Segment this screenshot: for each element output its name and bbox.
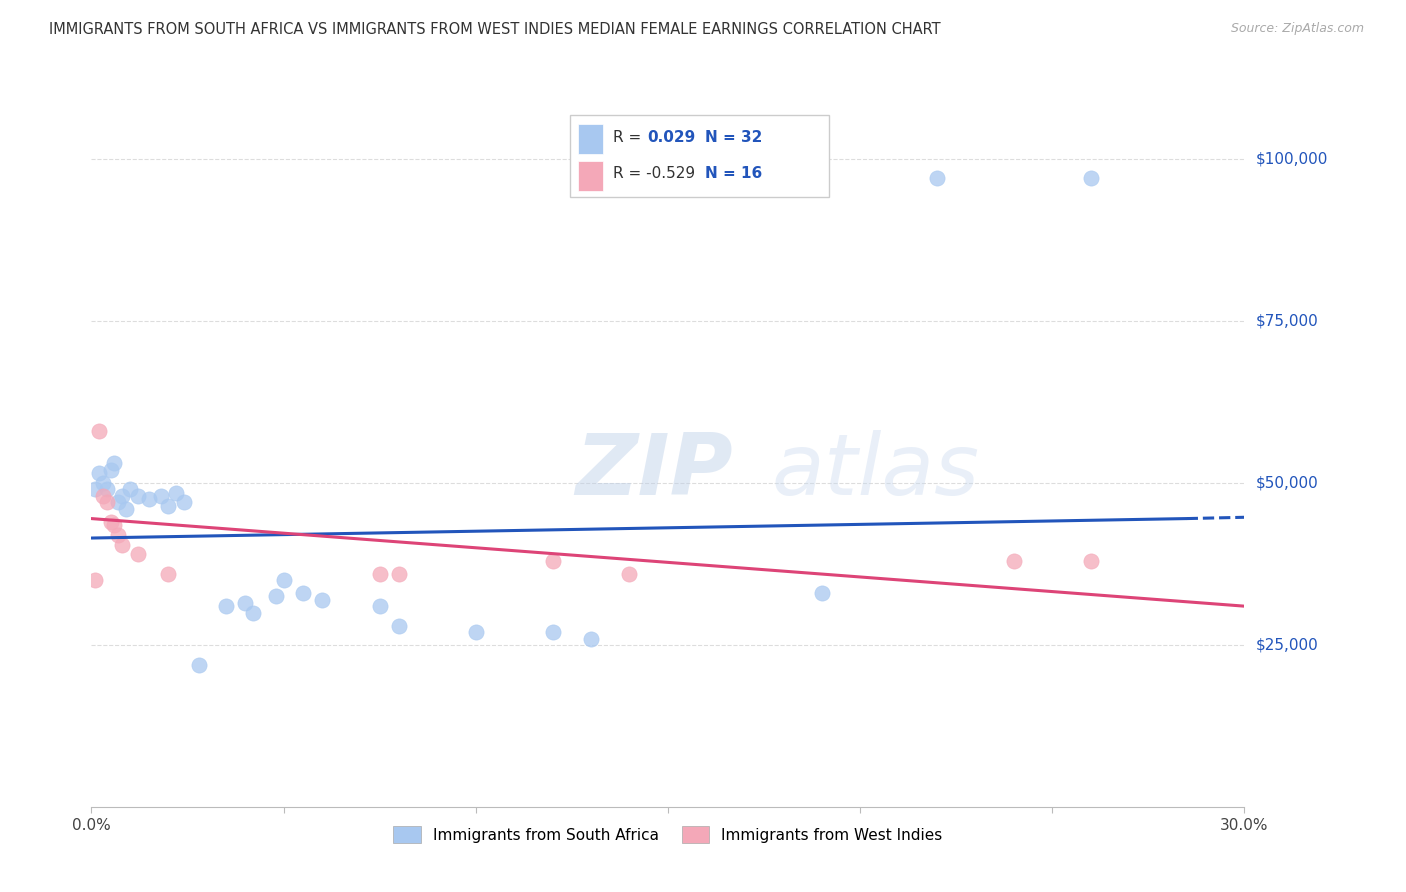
Point: [87, 466, 110, 480]
Point: [107, 528, 129, 542]
Text: R =: R =: [613, 129, 645, 145]
Point: [464, 625, 486, 640]
Point: [368, 599, 391, 614]
Point: [87, 424, 110, 438]
Point: [165, 485, 187, 500]
Point: [157, 499, 180, 513]
Point: [111, 489, 134, 503]
Point: [107, 495, 129, 509]
Text: Source: ZipAtlas.com: Source: ZipAtlas.com: [1230, 22, 1364, 36]
Text: $25,000: $25,000: [1256, 638, 1319, 653]
FancyBboxPatch shape: [569, 115, 830, 197]
FancyBboxPatch shape: [578, 125, 603, 154]
Point: [188, 657, 211, 672]
Point: [215, 599, 238, 614]
Point: [619, 566, 641, 581]
Point: [388, 618, 411, 632]
Point: [925, 171, 948, 186]
Point: [127, 547, 149, 561]
Point: [291, 586, 314, 600]
Point: [100, 515, 122, 529]
Point: [1080, 171, 1102, 186]
Point: [157, 566, 180, 581]
Legend: Immigrants from South Africa, Immigrants from West Indies: Immigrants from South Africa, Immigrants…: [387, 820, 949, 849]
Text: $75,000: $75,000: [1256, 313, 1319, 328]
Point: [84, 483, 107, 497]
Point: [368, 566, 391, 581]
Point: [579, 632, 602, 646]
Point: [111, 537, 134, 551]
Text: IMMIGRANTS FROM SOUTH AFRICA VS IMMIGRANTS FROM WEST INDIES MEDIAN FEMALE EARNIN: IMMIGRANTS FROM SOUTH AFRICA VS IMMIGRAN…: [49, 22, 941, 37]
Point: [173, 495, 195, 509]
Point: [96, 483, 118, 497]
Text: N = 16: N = 16: [704, 166, 762, 181]
Point: [118, 483, 141, 497]
Text: ZIP: ZIP: [575, 430, 734, 514]
Text: R = -0.529: R = -0.529: [613, 166, 695, 181]
Point: [1002, 554, 1025, 568]
Point: [127, 489, 149, 503]
Point: [541, 625, 564, 640]
Point: [100, 463, 122, 477]
Text: 0.029: 0.029: [647, 129, 696, 145]
Point: [264, 590, 287, 604]
Text: N = 32: N = 32: [704, 129, 762, 145]
Point: [96, 495, 118, 509]
Text: $100,000: $100,000: [1256, 151, 1327, 166]
Point: [273, 573, 295, 587]
Point: [103, 518, 125, 533]
Point: [115, 501, 138, 516]
Point: [233, 596, 256, 610]
Text: atlas: atlas: [772, 430, 980, 514]
Point: [388, 566, 411, 581]
Point: [1080, 554, 1102, 568]
Point: [810, 586, 832, 600]
Point: [91, 475, 114, 490]
Point: [242, 606, 264, 620]
Point: [103, 457, 125, 471]
Text: $50,000: $50,000: [1256, 475, 1319, 491]
Point: [149, 489, 172, 503]
Point: [91, 489, 114, 503]
FancyBboxPatch shape: [578, 161, 603, 191]
Point: [541, 554, 564, 568]
Point: [84, 573, 107, 587]
Point: [311, 592, 333, 607]
Point: [138, 492, 160, 507]
